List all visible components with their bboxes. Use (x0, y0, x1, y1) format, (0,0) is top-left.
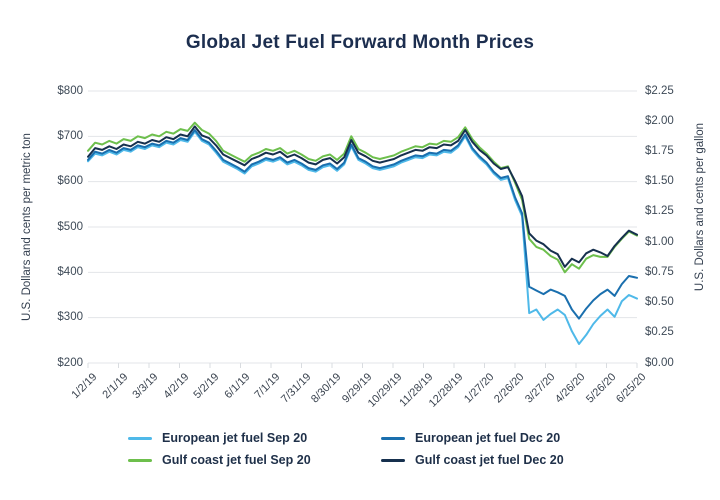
left-axis-tick-label: $400 (57, 265, 83, 278)
chart-title: Global Jet Fuel Forward Month Prices (185, 32, 535, 53)
legend-item: Gulf coast jet fuel Sep 20 (128, 452, 311, 468)
legend-swatch-line-icon (128, 436, 152, 440)
legend-swatch-line-icon (128, 458, 152, 462)
legend-swatch-line-icon (381, 458, 405, 462)
series-line-european-jet-fuel-dec-20 (87, 129, 638, 320)
right-axis-tick-label: $2.00 (645, 114, 674, 127)
left-axis-tick-label: $600 (57, 175, 83, 188)
left-axis-tick-label: $500 (57, 220, 83, 233)
right-axis-tick-label: $0.75 (645, 265, 674, 278)
right-axis-tick-label: $1.00 (645, 235, 674, 248)
left-axis-tick-label: $700 (57, 129, 83, 142)
left-axis-tick-label: $800 (57, 84, 83, 97)
left-axis-tick-label: $300 (57, 311, 83, 324)
right-axis-tick-label: $1.75 (645, 144, 674, 157)
series-line-gulf-coast-jet-fuel-sep-20 (87, 121, 638, 274)
legend-item: European jet fuel Dec 20 (381, 430, 560, 446)
legend-label: Gulf coast jet fuel Sep 20 (162, 453, 311, 467)
legend-label: European jet fuel Sep 20 (162, 431, 308, 445)
right-axis-tick-label: $1.25 (645, 205, 674, 218)
legend-item: European jet fuel Sep 20 (128, 430, 307, 446)
series-line-european-jet-fuel-sep-20 (87, 130, 638, 345)
legend-label: European jet fuel Dec 20 (415, 431, 561, 445)
right-axis-tick-label: $1.50 (645, 175, 674, 188)
right-axis-tick-label: $0.00 (645, 356, 674, 369)
right-axis-tick-label: $0.50 (645, 296, 674, 309)
legend-swatch-line-icon (381, 436, 405, 440)
left-axis-tick-label: $200 (57, 356, 83, 369)
legend-item: Gulf coast jet fuel Dec 20 (381, 452, 564, 468)
right-axis-tick-label: $2.25 (645, 84, 674, 97)
right-axis-tick-label: $0.25 (645, 326, 674, 339)
legend-label: Gulf coast jet fuel Dec 20 (415, 453, 564, 467)
series-line-gulf-coast-jet-fuel-dec-20 (87, 125, 638, 268)
